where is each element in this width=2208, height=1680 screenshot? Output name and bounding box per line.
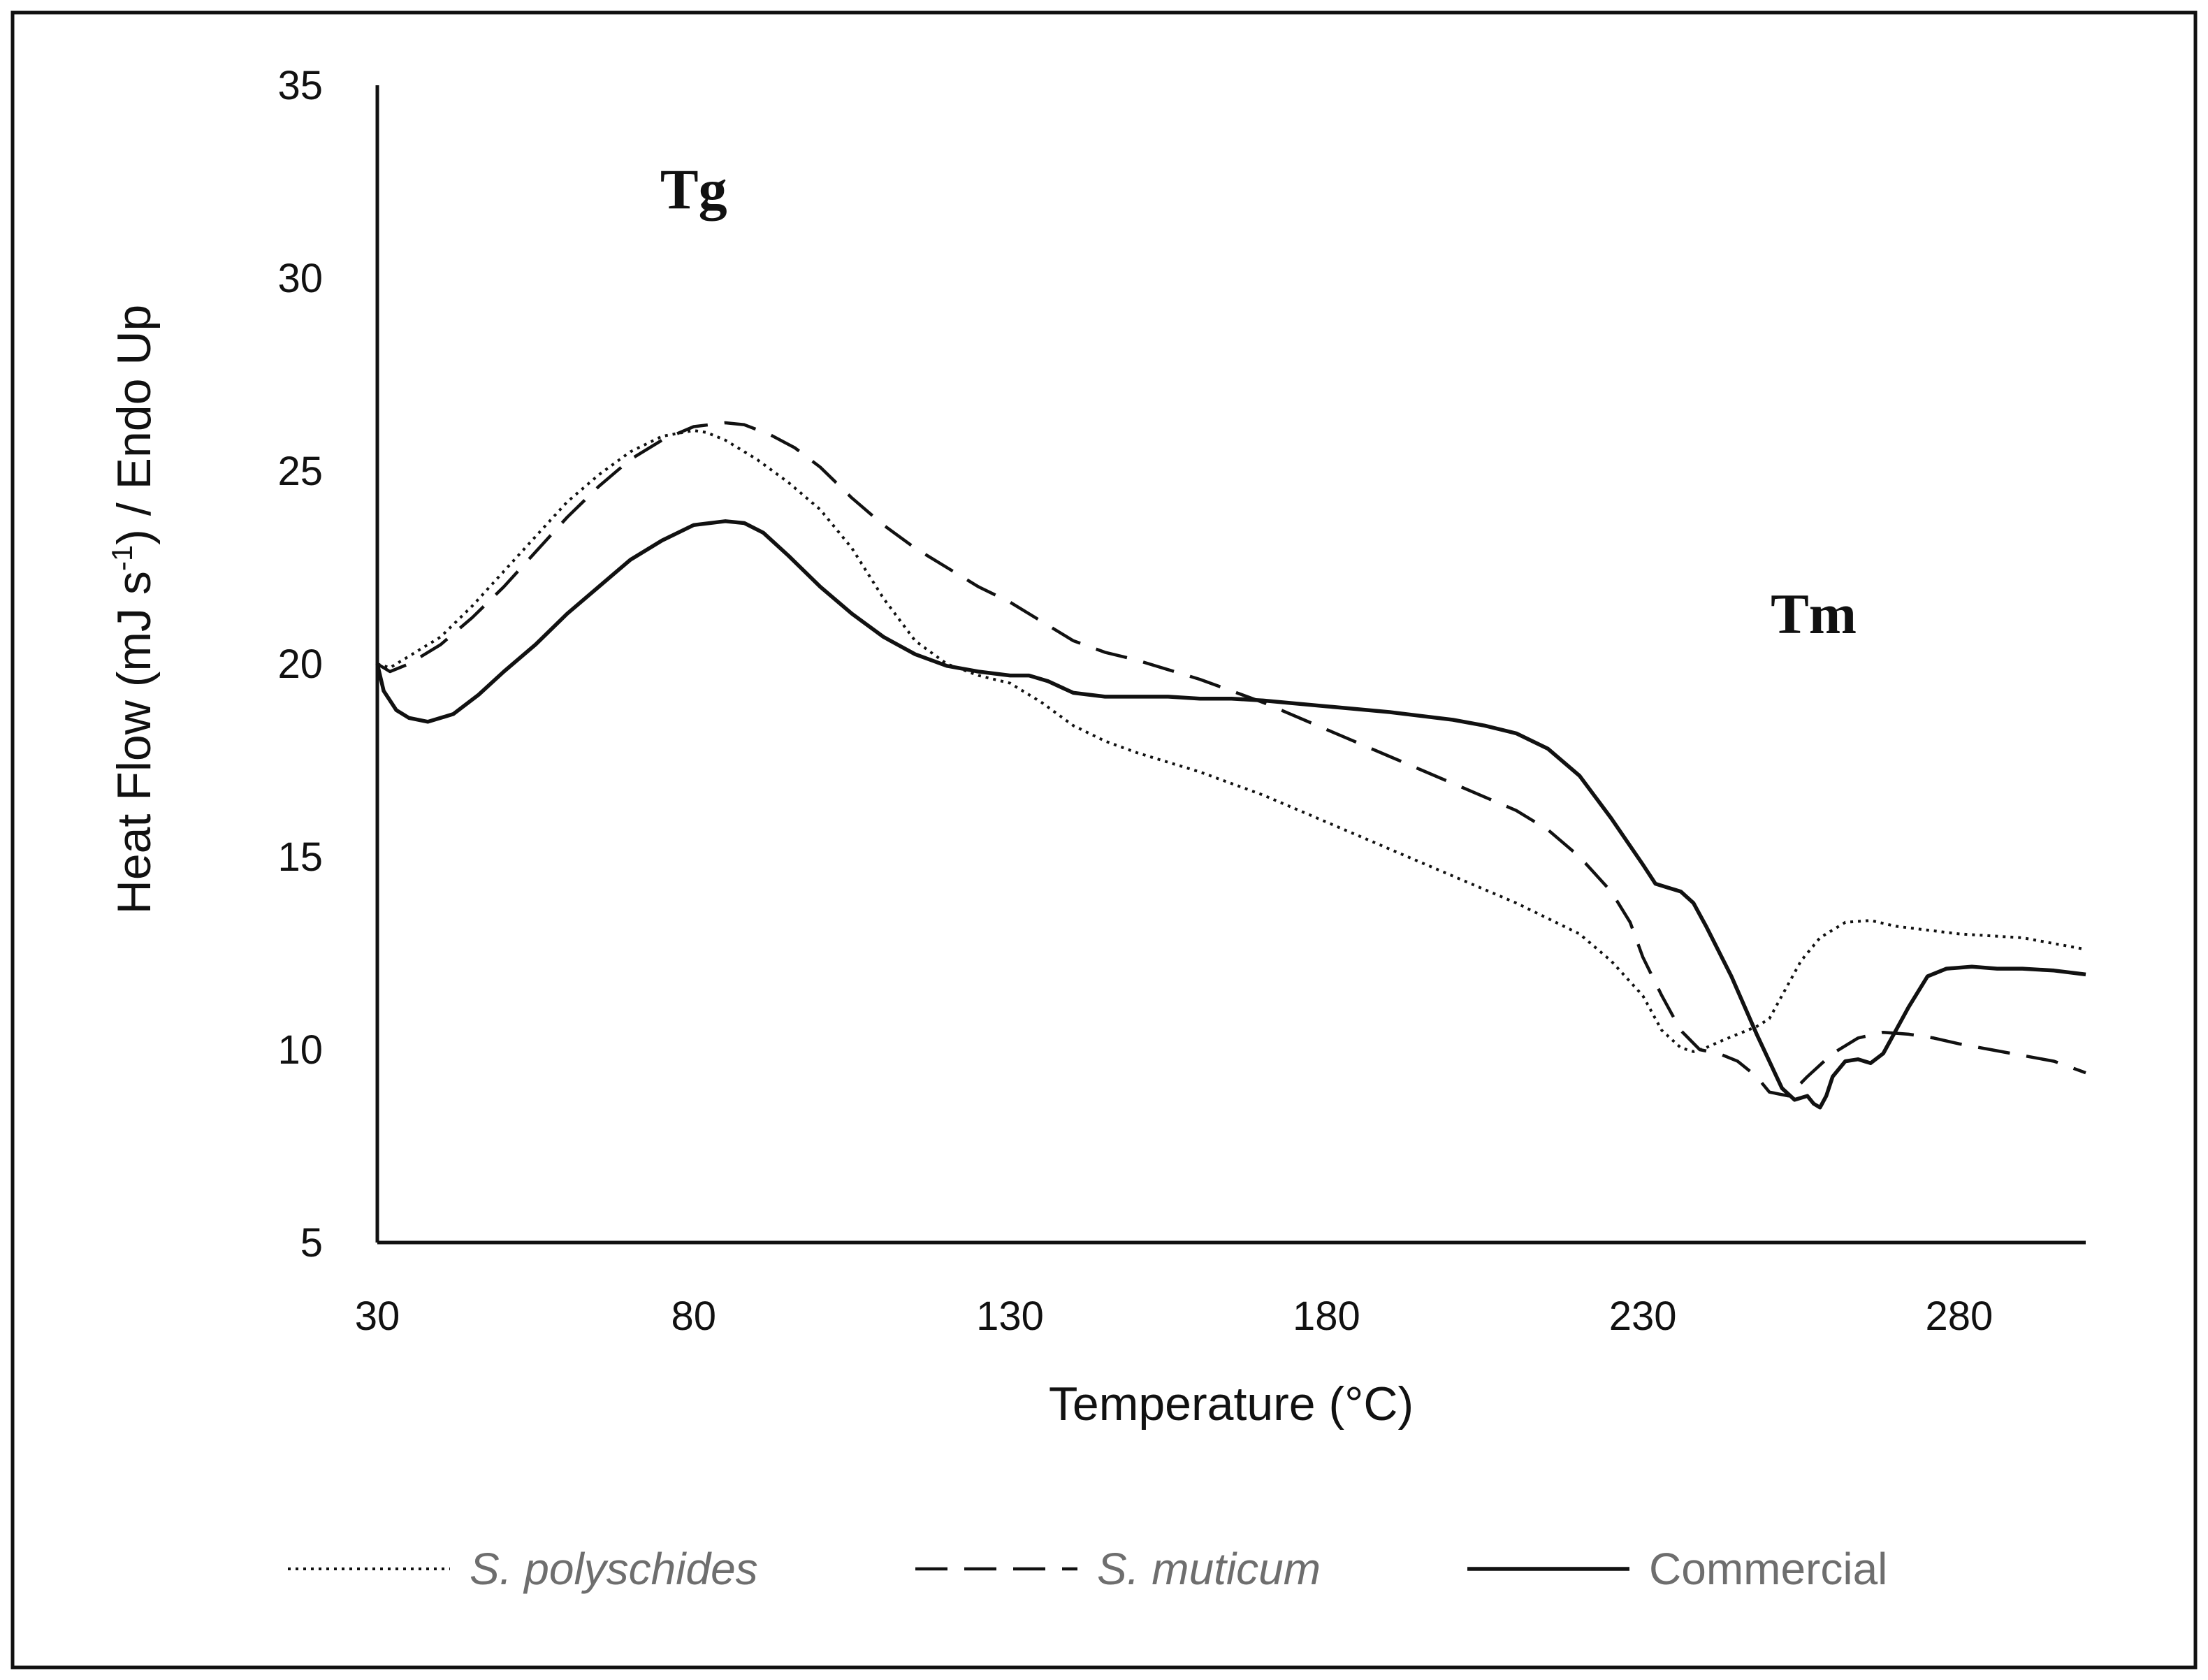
- y-tick-label: 10: [277, 1027, 323, 1073]
- x-tick-label: 130: [976, 1294, 1044, 1339]
- legend-label: S. muticum: [1097, 1544, 1321, 1594]
- annotation-tm: Tm: [1771, 582, 1857, 646]
- y-tick-label: 5: [300, 1220, 323, 1266]
- x-tick-label: 80: [671, 1294, 717, 1339]
- y-tick-label: 20: [277, 642, 323, 687]
- data-series: [375, 421, 2086, 1110]
- y-tick-label: 30: [277, 256, 323, 301]
- series-line-commercial: [375, 519, 2086, 1110]
- x-tick-label: 30: [355, 1294, 400, 1339]
- legend-label: S. polyschides: [470, 1544, 758, 1594]
- y-tick-label: 15: [277, 834, 323, 880]
- y-axis-title-superscript: -1: [106, 545, 138, 571]
- annotation-tg: Tg: [660, 158, 727, 222]
- annotations: Tg Tm: [660, 158, 1857, 646]
- y-tick-labels: 5 10 15 20 25 30 35: [277, 63, 323, 1266]
- x-tick-label: 230: [1609, 1294, 1677, 1339]
- x-tick-label: 280: [1925, 1294, 1993, 1339]
- x-axis-title: Temperature (°C): [1049, 1377, 1414, 1431]
- x-tick-label: 180: [1293, 1294, 1360, 1339]
- y-axis-title: Heat Flow (mJ s-1) / Endo Up: [106, 305, 161, 915]
- y-axis-title-tail: ) / Endo Up: [108, 305, 161, 545]
- x-tick-labels: 30 80 130 180 230 280: [355, 1294, 1993, 1339]
- series-line-s-polyschides: [377, 429, 2086, 1053]
- series-line-s-muticum: [376, 421, 2086, 1098]
- y-axis-title-main: Heat Flow (mJ s: [108, 571, 161, 914]
- legend: S. polyschides S. muticum Commercial: [288, 1544, 1887, 1594]
- y-tick-label: 35: [277, 63, 323, 108]
- y-tick-label: 25: [277, 449, 323, 494]
- legend-label: Commercial: [1649, 1544, 1887, 1594]
